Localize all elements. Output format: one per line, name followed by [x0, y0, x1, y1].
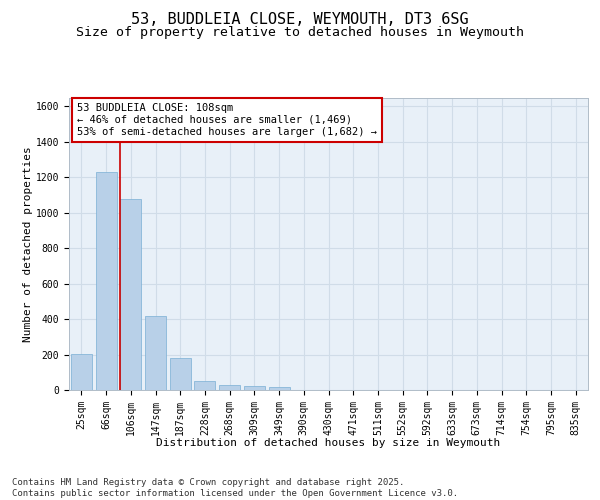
Bar [71, 354, 92, 390]
Text: Size of property relative to detached houses in Weymouth: Size of property relative to detached ho… [76, 26, 524, 39]
Bar [95, 172, 116, 390]
Bar [194, 381, 215, 390]
Bar [145, 316, 166, 390]
Bar [170, 358, 191, 390]
Bar [120, 200, 141, 390]
Y-axis label: Number of detached properties: Number of detached properties [23, 146, 33, 342]
Bar [219, 384, 240, 390]
Text: 53, BUDDLEIA CLOSE, WEYMOUTH, DT3 6SG: 53, BUDDLEIA CLOSE, WEYMOUTH, DT3 6SG [131, 12, 469, 28]
Bar [244, 386, 265, 390]
Text: 53 BUDDLEIA CLOSE: 108sqm
← 46% of detached houses are smaller (1,469)
53% of se: 53 BUDDLEIA CLOSE: 108sqm ← 46% of detac… [77, 104, 377, 136]
Bar [269, 388, 290, 390]
Text: Contains HM Land Registry data © Crown copyright and database right 2025.
Contai: Contains HM Land Registry data © Crown c… [12, 478, 458, 498]
X-axis label: Distribution of detached houses by size in Weymouth: Distribution of detached houses by size … [157, 438, 500, 448]
